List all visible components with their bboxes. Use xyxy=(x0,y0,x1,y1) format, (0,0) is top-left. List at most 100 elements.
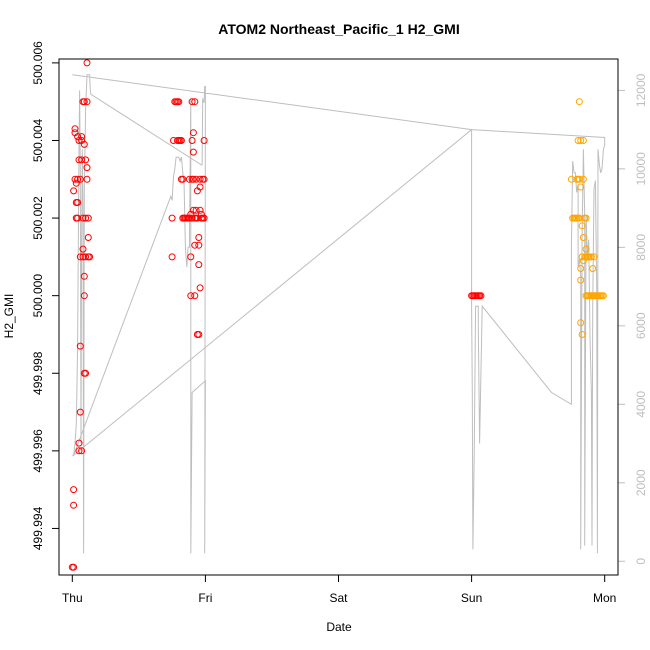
data-point xyxy=(195,261,203,269)
x-tick-label: Thu xyxy=(62,591,83,605)
chart-title: ATOM2 Northeast_Pacific_1 H2_GMI xyxy=(218,21,459,37)
data-point xyxy=(189,129,197,137)
data-point xyxy=(589,265,597,272)
data-point xyxy=(191,241,199,249)
data-point xyxy=(82,156,90,164)
secondary-y-tick-label: 0 xyxy=(634,558,648,565)
data-point xyxy=(74,199,82,206)
data-point xyxy=(191,98,199,106)
secondary-y-tick-label: 4000 xyxy=(634,391,648,418)
data-point xyxy=(188,137,196,144)
data-point xyxy=(187,292,195,300)
data-point xyxy=(195,234,203,241)
data-point xyxy=(579,234,587,241)
data-point xyxy=(196,206,204,214)
data-point xyxy=(200,137,208,144)
data-point xyxy=(577,276,585,284)
altitude-line-layer xyxy=(72,74,606,554)
x-tick-label: Sun xyxy=(461,591,482,605)
data-point xyxy=(195,331,203,338)
y-tick-label: 500.000 xyxy=(31,274,45,318)
data-point xyxy=(582,214,590,222)
y-axis-label: H2_GMI xyxy=(2,294,16,339)
data-point xyxy=(577,183,585,191)
data-point xyxy=(78,156,86,164)
data-point xyxy=(574,137,582,144)
data-point xyxy=(189,206,197,214)
y-tick-label: 499.998 xyxy=(31,351,45,395)
data-point xyxy=(195,241,203,249)
data-point xyxy=(80,292,88,300)
data-point xyxy=(79,214,87,222)
data-point xyxy=(170,137,177,144)
data-point xyxy=(579,175,587,183)
data-point xyxy=(83,98,91,106)
y-tick-label: 499.996 xyxy=(31,429,45,473)
data-point xyxy=(599,292,607,300)
data-point xyxy=(567,175,575,183)
data-point xyxy=(168,214,176,222)
data-point xyxy=(582,245,590,253)
data-point xyxy=(75,447,83,455)
data-point xyxy=(83,175,91,183)
data-point xyxy=(575,98,583,106)
data-point xyxy=(192,206,200,214)
data-point xyxy=(82,253,90,261)
secondary-y-tick-label: 2000 xyxy=(634,469,648,496)
data-point xyxy=(578,253,586,261)
data-point xyxy=(70,501,78,509)
data-point xyxy=(200,175,208,183)
data-point xyxy=(78,133,86,141)
data-point xyxy=(82,214,90,222)
data-point xyxy=(578,331,586,338)
secondary-y-tick-label: 10000 xyxy=(634,152,648,186)
data-point xyxy=(189,175,197,183)
data-point xyxy=(191,292,199,300)
data-point xyxy=(575,175,583,183)
x-axis-label: Date xyxy=(326,620,352,634)
data-point xyxy=(575,214,583,222)
data-point xyxy=(177,137,185,144)
secondary-y-tick-label: 12000 xyxy=(634,73,648,107)
data-point xyxy=(75,156,83,164)
data-point xyxy=(79,253,87,261)
data-point xyxy=(71,125,79,133)
plot-frame xyxy=(58,58,619,576)
data-point xyxy=(187,253,195,261)
data-point xyxy=(72,179,80,187)
data-point xyxy=(200,214,208,222)
secondary-y-tick-label: 6000 xyxy=(634,312,648,339)
data-point xyxy=(577,137,585,144)
data-point xyxy=(84,214,92,222)
data-point xyxy=(79,245,87,253)
data-point xyxy=(577,265,585,272)
data-point xyxy=(76,253,84,261)
x-tick-label: Mon xyxy=(593,591,616,605)
data-point xyxy=(185,214,193,222)
data-point xyxy=(196,183,204,191)
data-point xyxy=(477,292,485,300)
data-point xyxy=(75,439,83,447)
data-point xyxy=(70,563,78,571)
data-point xyxy=(86,253,94,261)
data-point xyxy=(74,133,82,141)
data-point xyxy=(590,253,598,261)
data-point xyxy=(193,214,201,222)
data-point xyxy=(196,284,204,292)
data-point xyxy=(83,59,91,67)
y-tick-label: 500.002 xyxy=(31,196,45,240)
data-point xyxy=(179,175,187,183)
data-point xyxy=(185,175,193,183)
data-point xyxy=(188,214,196,222)
data-point xyxy=(78,447,86,455)
data-point xyxy=(188,98,196,106)
data-point xyxy=(70,486,78,494)
y-tick-label: 499.994 xyxy=(31,506,45,550)
altitude-line xyxy=(72,74,606,554)
data-point xyxy=(577,319,585,327)
data-point xyxy=(84,234,92,241)
data-point xyxy=(76,175,84,183)
data-point xyxy=(76,342,84,350)
data-point xyxy=(82,369,90,377)
